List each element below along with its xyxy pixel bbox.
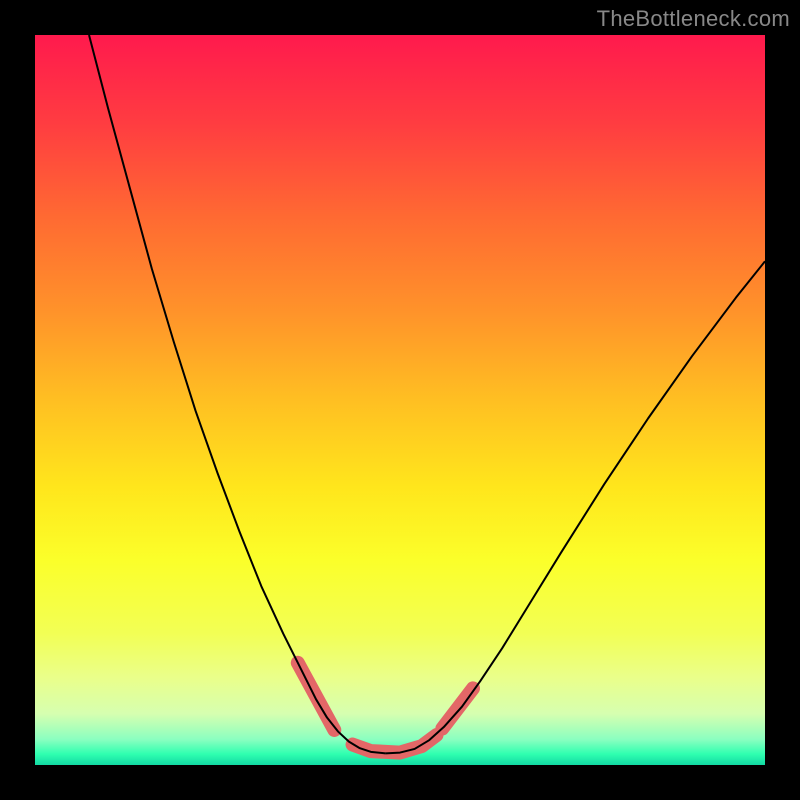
right-curve: [385, 261, 765, 753]
plot-area: [35, 35, 765, 765]
curves-layer: [35, 35, 765, 765]
left-curve: [89, 35, 385, 753]
series-group: [89, 35, 765, 753]
stage: TheBottleneck.com: [0, 0, 800, 800]
highlight-group: [298, 663, 473, 753]
watermark-text: TheBottleneck.com: [597, 6, 790, 32]
